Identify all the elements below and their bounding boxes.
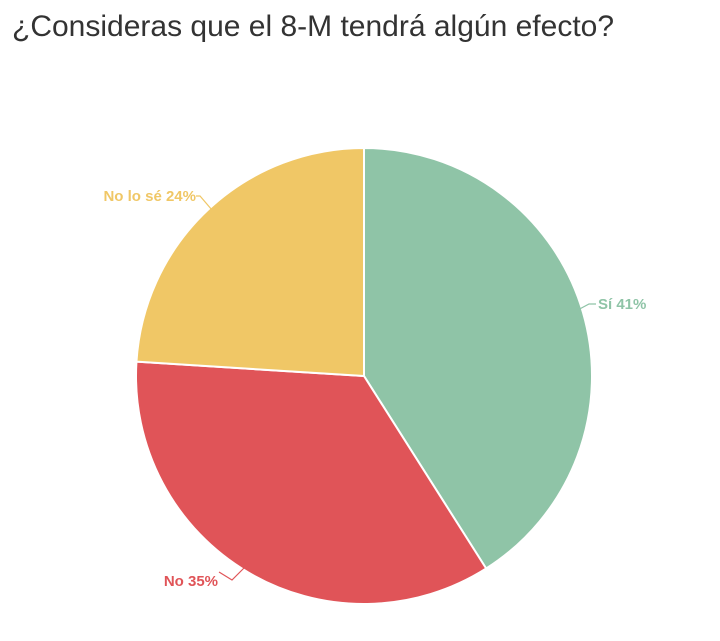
pie-labels: Sí 41% No 35% No lo sé 24% bbox=[103, 188, 646, 590]
slice-label-no-lo-se-24: No lo sé 24% bbox=[103, 188, 196, 205]
leader-line-si-41 bbox=[573, 303, 596, 313]
pie-leader-lines bbox=[196, 195, 596, 581]
leader-line-no-35 bbox=[218, 566, 246, 581]
leader-line-no-lo-se-24 bbox=[196, 195, 213, 211]
pie-slice-no-lo-se-24 bbox=[135, 147, 365, 377]
pie-slice-no-35 bbox=[135, 360, 488, 605]
slice-label-no-35: No 35% bbox=[164, 573, 218, 590]
pie-slices bbox=[135, 147, 593, 605]
slice-label-si-41: Sí 41% bbox=[598, 296, 646, 313]
pie-slice-si-41 bbox=[363, 147, 593, 570]
chart-title: ¿Consideras que el 8-M tendrá algún efec… bbox=[12, 10, 615, 43]
